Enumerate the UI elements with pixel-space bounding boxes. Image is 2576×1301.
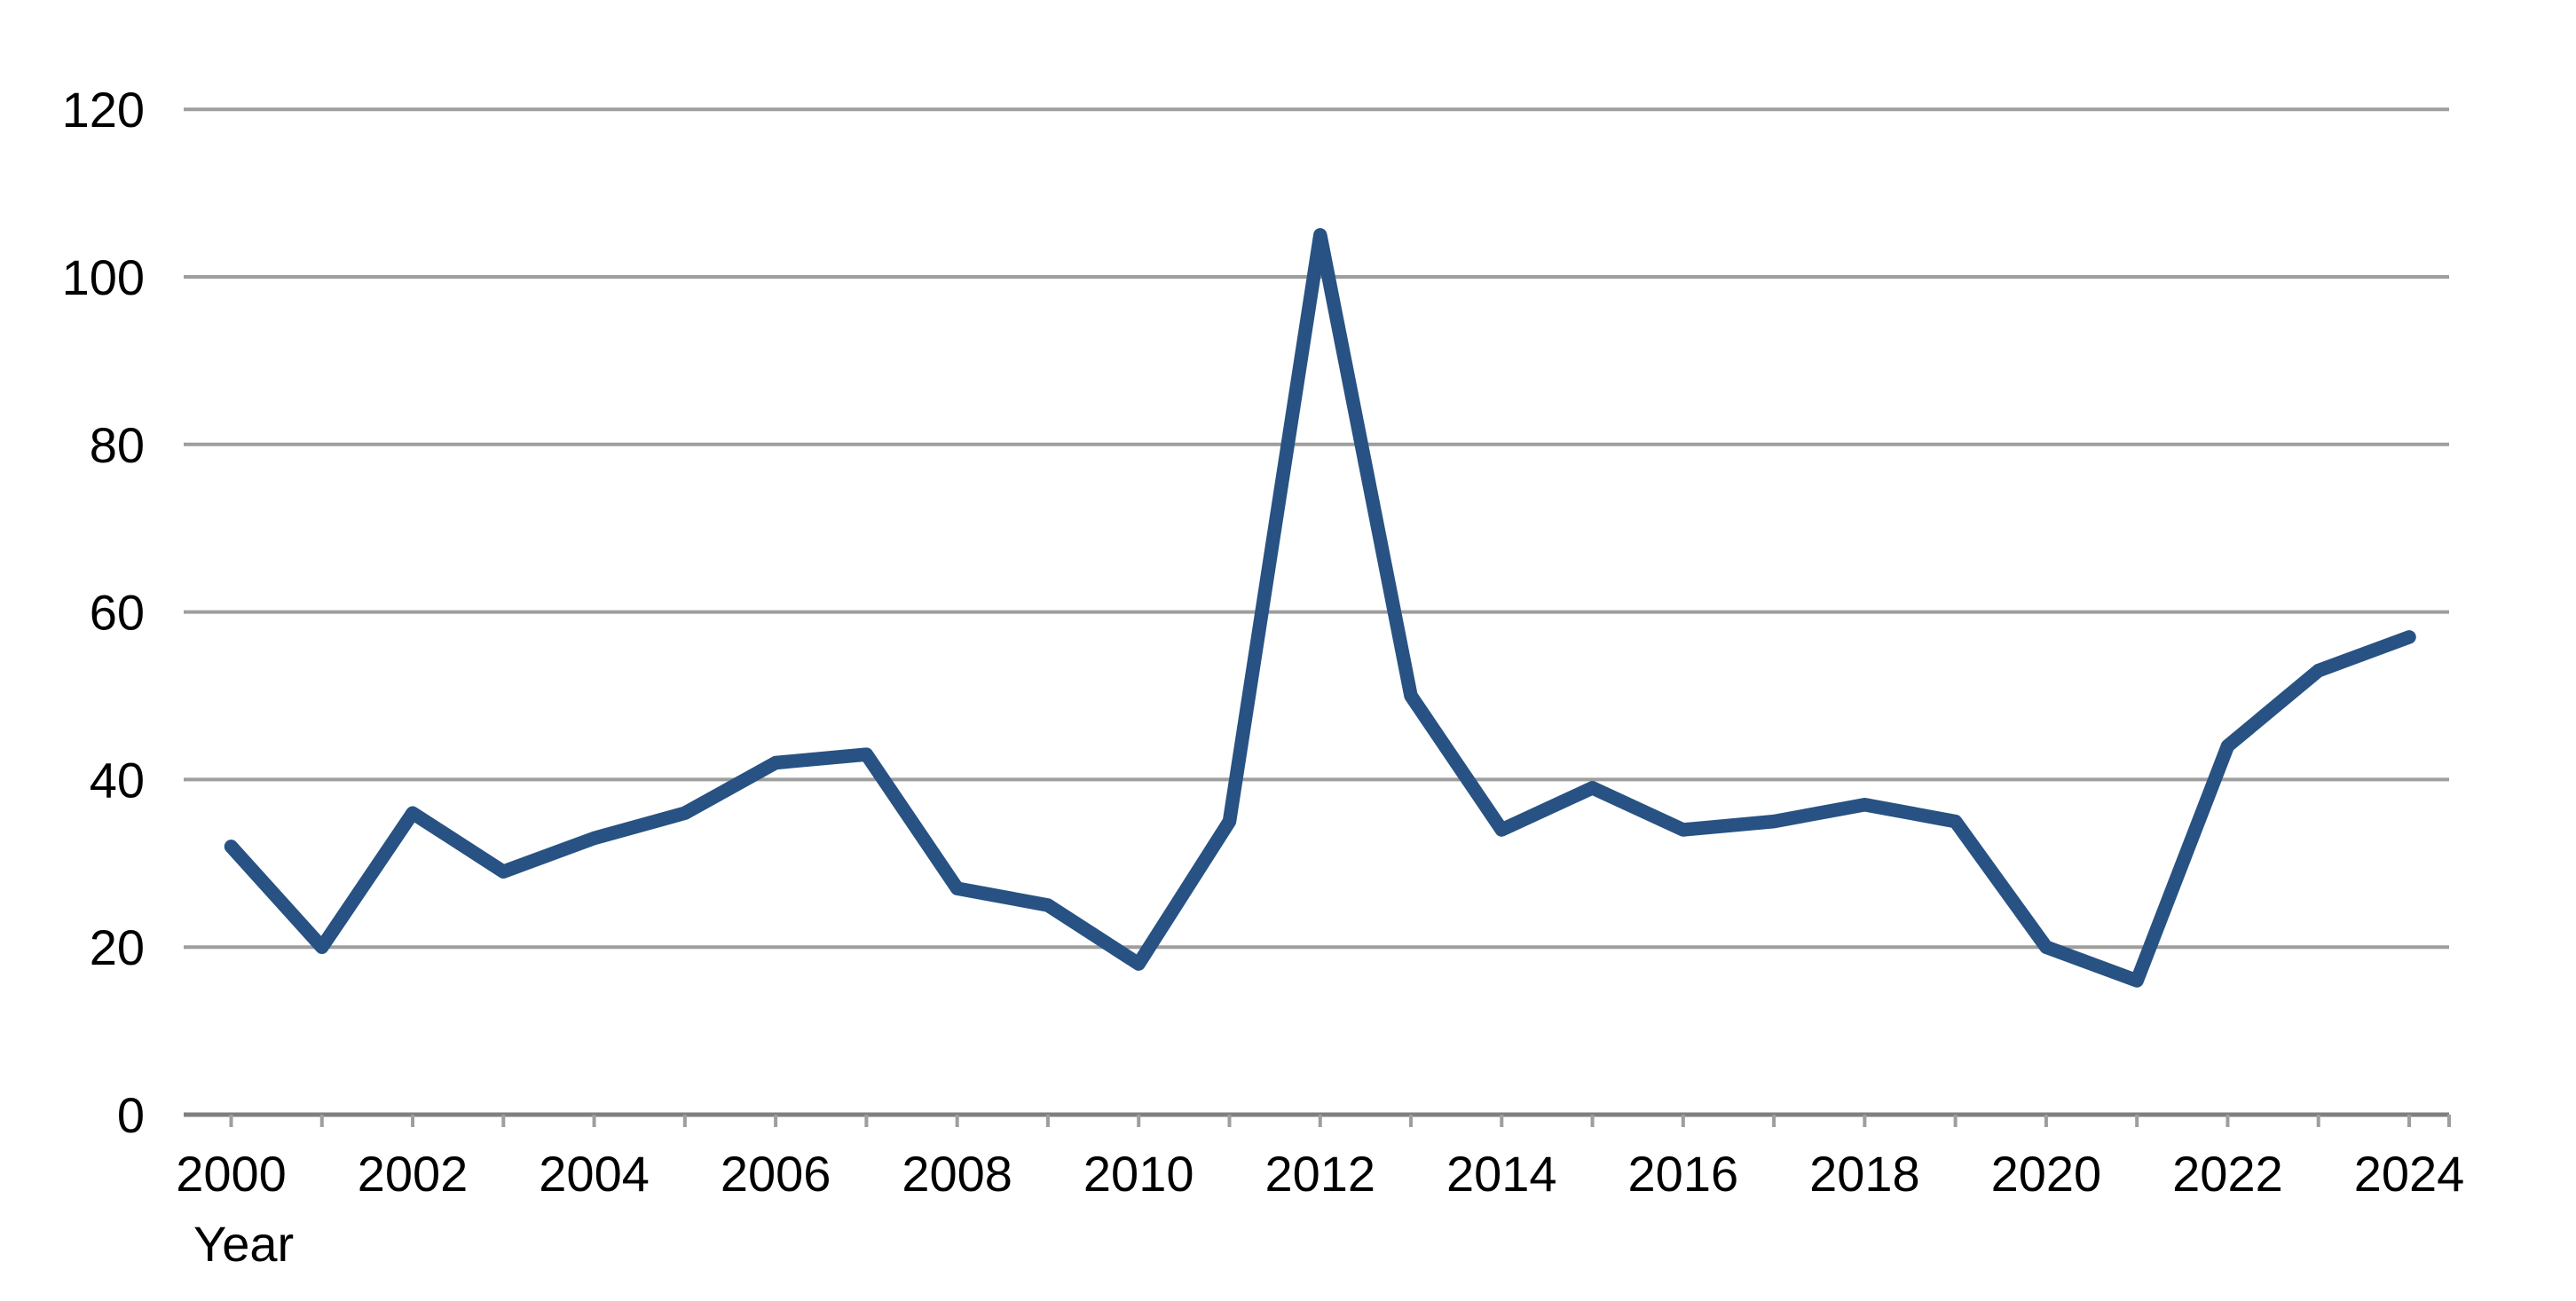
y-tick-label-80: 80: [90, 417, 145, 473]
x-axis-tick-labels: 2000 2002 2004 2006 2008 2010 2012 2014 2016 2018…: [176, 1146, 2464, 1202]
x-tick-label-2012: 2012: [1264, 1146, 1375, 1202]
x-tick-label-2020: 2020: [1991, 1146, 2102, 1202]
y-tick-label-0: 0: [117, 1087, 145, 1143]
x-tick-label-2024: 2024: [2354, 1146, 2465, 1202]
x-tick-label-2000: 2000: [176, 1146, 287, 1202]
x-tick-label-2004: 2004: [539, 1146, 650, 1202]
series-line-value-by-year: [224, 228, 2416, 988]
x-tick-label-2006: 2006: [721, 1146, 831, 1202]
y-tick-label-40: 40: [90, 752, 145, 808]
x-tick-label-2022: 2022: [2172, 1146, 2283, 1202]
y-tick-label-120: 120: [62, 82, 145, 138]
x-tick-label-2014: 2014: [1446, 1146, 1557, 1202]
y-tick-label-100: 100: [62, 249, 145, 305]
y-tick-label-20: 20: [90, 919, 145, 975]
x-axis: [184, 1112, 2451, 1127]
data-series: [224, 228, 2416, 988]
y-tick-label-60: 60: [90, 585, 145, 641]
x-tick-label-2002: 2002: [358, 1146, 469, 1202]
x-axis-title: Year: [193, 1216, 294, 1272]
x-tick-label-2008: 2008: [902, 1146, 1012, 1202]
x-tick-label-2018: 2018: [1809, 1146, 1920, 1202]
x-tick-label-2016: 2016: [1628, 1146, 1739, 1202]
x-tick-label-2010: 2010: [1083, 1146, 1194, 1202]
y-axis-tick-labels: 0 20 40 60 80 100 120: [62, 82, 145, 1143]
